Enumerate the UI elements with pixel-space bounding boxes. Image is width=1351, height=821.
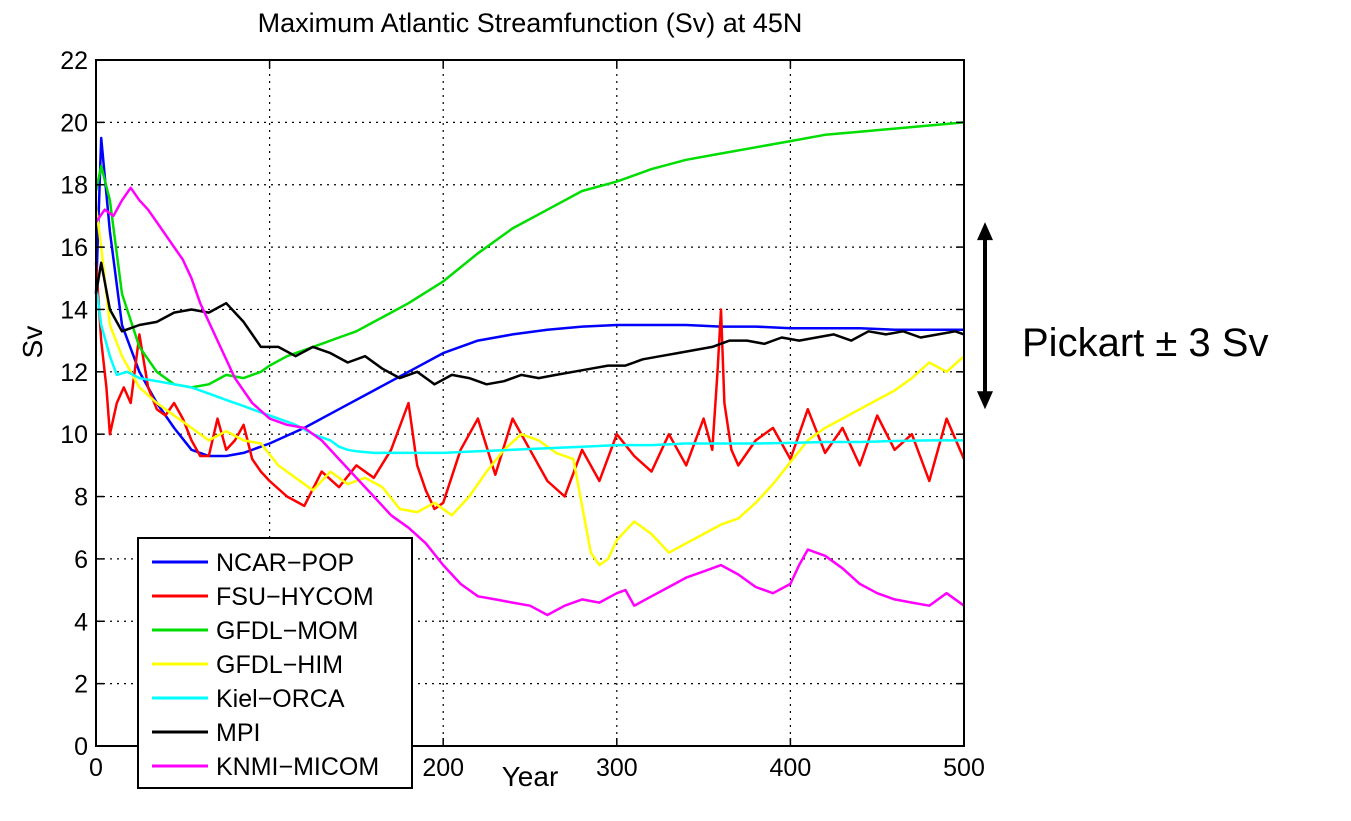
y-tick-label: 4 [74,608,88,636]
y-tick-label: 10 [60,421,88,449]
y-tick-label: 20 [60,109,88,137]
legend-label-gfdl-him: GFDL−HIM [216,651,343,679]
series-line-ncar-pop [94,136,964,458]
series-line-fsu-hycom [94,262,966,511]
series-line-mpi [94,261,965,386]
y-tick-label: 12 [60,359,88,387]
series-line-knmi-micom [94,186,965,617]
series-line-kiel-orca [94,284,964,455]
x-tick-label: 400 [770,754,812,782]
x-tick-label: 200 [422,754,464,782]
y-axis-label: Sv [17,326,48,359]
legend-label-mpi: MPI [216,719,260,747]
pickart-range-arrow [977,222,993,410]
y-tick-label: 8 [74,484,88,512]
y-tick-label: 18 [60,172,88,200]
legend-label-gfdl-mom: GFDL−MOM [216,617,358,645]
tick-labels: 01002003004005000246810121416182022 [60,47,985,782]
x-tick-label: 300 [596,754,638,782]
x-tick-label: 0 [89,754,103,782]
series-line-gfdl-mom [94,121,965,389]
y-tick-label: 16 [60,234,88,262]
series-lines [94,121,966,617]
x-axis-label: Year [502,761,559,792]
legend-label-ncar-pop: NCAR−POP [216,549,354,577]
y-tick-label: 14 [60,296,88,324]
arrow-head-down [977,391,993,410]
legend: NCAR−POP FSU−HYCOM GFDL−MOM GFDL−HIM Kiel−OR… [137,537,413,789]
legend-label-fsu-hycom: FSU−HYCOM [216,583,374,611]
series-line-gfdl-him [94,206,965,567]
y-tick-label: 2 [74,671,88,699]
arrow-head-up [977,222,993,241]
y-tick-label: 22 [60,47,88,75]
y-tick-label: 6 [74,546,88,574]
chart-title: Maximum Atlantic Streamfunction (Sv) at … [258,8,803,38]
plot-frame [95,59,965,747]
legend-label-knmi-micom: KNMI−MICOM [216,753,379,781]
legend-label-kiel-orca: Kiel−ORCA [216,685,345,713]
y-tick-label: 0 [74,733,88,761]
x-tick-label: 500 [943,754,985,782]
grid-lines [96,60,964,746]
axis-ticks [95,59,965,747]
pickart-annotation: Pickart ± 3 Sv [1022,321,1268,365]
